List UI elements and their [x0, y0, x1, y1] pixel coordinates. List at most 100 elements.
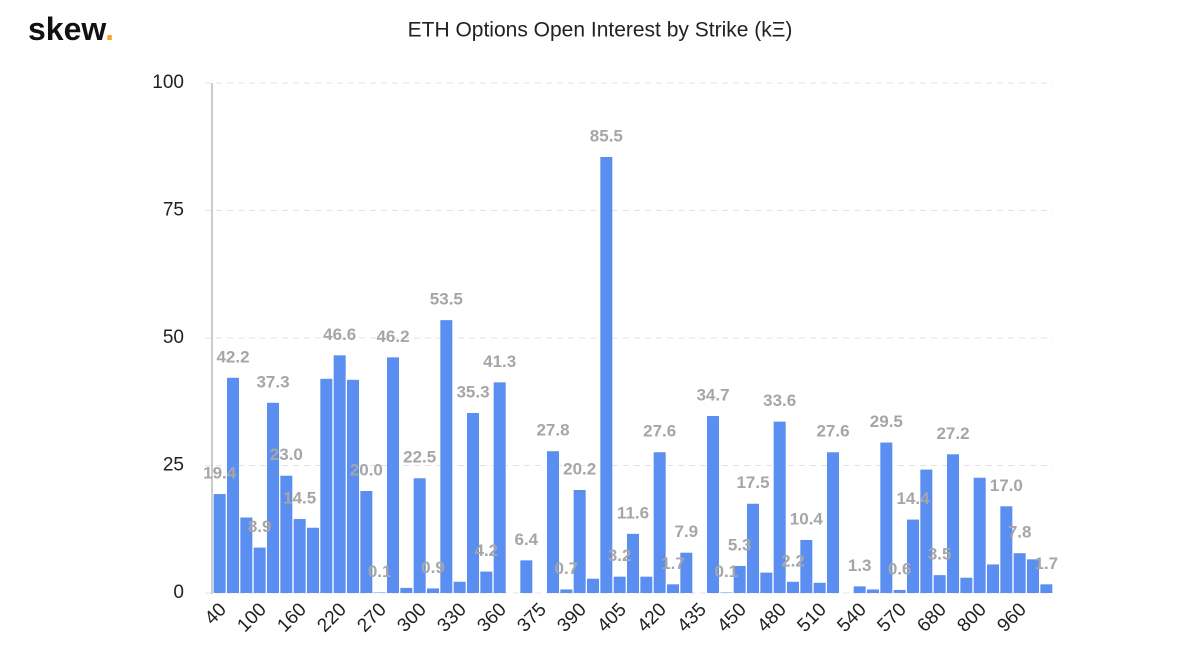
bar	[773, 421, 786, 593]
x-tick-label: 510	[793, 599, 830, 636]
data-label: 6.4	[515, 530, 539, 549]
data-label: 3.5	[928, 545, 952, 564]
y-tick-label: 25	[163, 455, 184, 476]
x-tick-label: 570	[873, 599, 910, 636]
data-label: 11.6	[617, 503, 649, 522]
bar	[1040, 584, 1053, 593]
data-label: 0.1	[715, 562, 739, 581]
bar	[400, 587, 413, 593]
data-label: 27.6	[643, 422, 676, 441]
bar	[467, 412, 479, 593]
x-tick-label: 220	[313, 599, 350, 636]
bar	[667, 584, 679, 593]
data-label: 1.7	[1035, 554, 1059, 573]
x-tick-label: 480	[753, 599, 790, 636]
bar	[920, 469, 933, 593]
data-label: 7.8	[1008, 523, 1032, 542]
data-label: 20.2	[563, 459, 596, 478]
bar	[947, 454, 959, 593]
brand-dot: .	[105, 11, 114, 47]
data-label: 23.0	[270, 445, 303, 464]
chart-title: ETH Options Open Interest by Strike (kΞ)	[408, 19, 793, 42]
bar	[280, 475, 293, 593]
bar	[320, 378, 333, 593]
data-label: 85.5	[590, 126, 623, 145]
bar	[427, 588, 439, 593]
bar	[640, 576, 653, 593]
bar	[227, 377, 239, 593]
data-label: 2.2	[781, 551, 805, 570]
brand-name: skew	[28, 11, 106, 47]
bar	[893, 589, 906, 593]
x-tick-label: 960	[993, 599, 1030, 636]
data-label: 20.0	[350, 460, 383, 479]
x-tick-label: 375	[513, 599, 550, 636]
x-tick-label: 680	[913, 599, 950, 636]
data-label: 7.9	[675, 522, 699, 541]
bar	[347, 379, 359, 593]
bar	[1000, 506, 1013, 593]
data-label: 42.2	[216, 347, 249, 366]
bar	[800, 539, 813, 593]
bar	[413, 478, 426, 593]
bar	[627, 533, 639, 593]
bar	[253, 547, 266, 593]
y-tick-label: 0	[173, 582, 184, 603]
bar	[293, 519, 306, 593]
x-tick-label: 300	[393, 599, 430, 636]
bar	[973, 477, 986, 593]
data-label: 53.5	[430, 290, 463, 309]
data-label: 14.5	[283, 489, 316, 508]
data-label: 41.3	[483, 352, 516, 371]
bar	[813, 582, 826, 593]
data-label: 14.4	[896, 489, 930, 508]
bar	[760, 572, 773, 593]
y-tick-label: 50	[163, 327, 184, 348]
bar	[333, 355, 346, 593]
x-tick-label: 100	[233, 599, 270, 636]
bar	[267, 402, 279, 593]
bar	[907, 519, 919, 593]
data-label: 27.6	[816, 422, 849, 441]
bar	[453, 581, 466, 593]
x-tick-label: 800	[953, 599, 990, 636]
bar	[573, 489, 586, 593]
bar	[787, 581, 799, 593]
data-label: 1.3	[848, 556, 872, 575]
data-label: 10.4	[790, 509, 824, 528]
x-tick-label: 40	[201, 599, 231, 629]
bar	[360, 491, 373, 593]
data-label: 8.9	[248, 517, 272, 536]
bar	[1027, 559, 1039, 593]
bar	[733, 565, 746, 593]
bar	[827, 452, 839, 593]
data-label: 37.3	[256, 372, 289, 391]
bar	[600, 156, 613, 593]
bar	[720, 592, 733, 593]
x-tick-label: 330	[433, 599, 470, 636]
data-label: 27.2	[936, 424, 969, 443]
x-tick-label: 270	[353, 599, 390, 636]
x-tick-label: 405	[593, 599, 630, 636]
data-label: 0.6	[888, 559, 912, 578]
data-label: 0.9	[421, 558, 445, 577]
bar	[307, 527, 319, 593]
bar	[933, 575, 946, 593]
bar	[747, 503, 759, 593]
data-label: 19.4	[203, 464, 237, 483]
data-label: 3.2	[608, 546, 632, 565]
x-tick-label: 160	[273, 599, 310, 636]
data-label: 4.2	[475, 541, 499, 560]
data-label: 33.6	[763, 391, 796, 410]
bar	[653, 452, 666, 593]
bar	[560, 589, 573, 593]
bar	[480, 571, 493, 593]
brand-logo: skew.	[28, 11, 114, 47]
bar	[213, 494, 226, 593]
data-label: 5.3	[728, 535, 752, 554]
data-label: 0.7	[555, 559, 579, 578]
y-tick-label: 100	[152, 72, 184, 93]
x-tick-label: 450	[713, 599, 750, 636]
data-label: 29.5	[870, 412, 903, 431]
